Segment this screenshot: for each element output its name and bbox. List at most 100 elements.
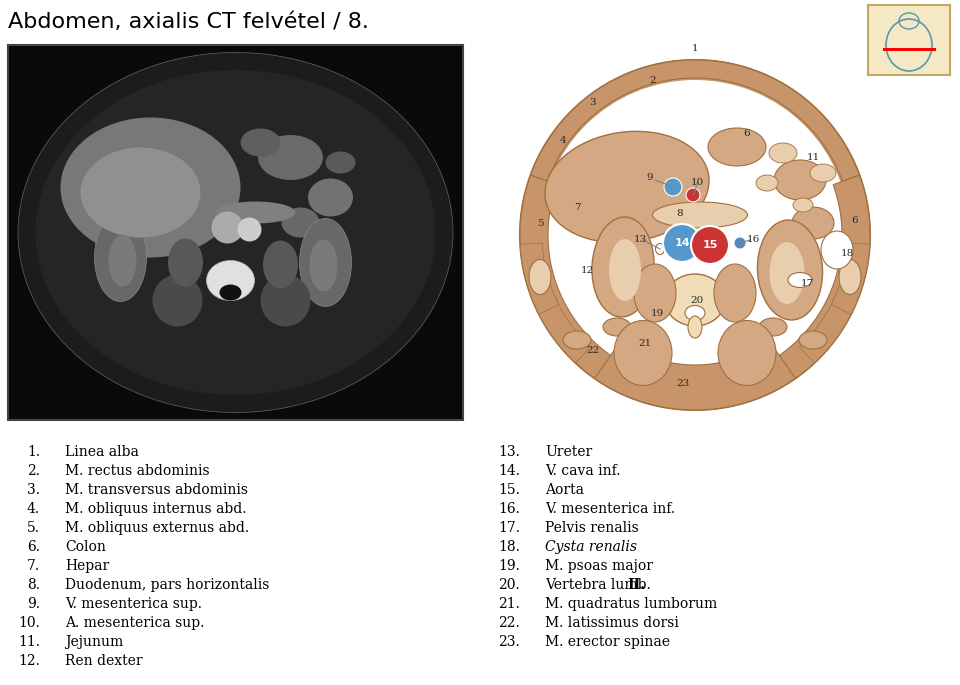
Text: 20.: 20. [498, 578, 520, 592]
Ellipse shape [810, 164, 836, 182]
Text: 12.: 12. [18, 654, 40, 668]
Circle shape [520, 60, 870, 410]
Text: 15: 15 [703, 240, 718, 250]
Text: M. transversus abdominis: M. transversus abdominis [65, 483, 248, 497]
Circle shape [237, 218, 261, 242]
Circle shape [540, 80, 850, 390]
Polygon shape [745, 175, 870, 399]
Text: V. cava inf.: V. cava inf. [545, 464, 620, 478]
Ellipse shape [220, 284, 242, 301]
Text: 6.: 6. [27, 540, 40, 554]
Ellipse shape [592, 217, 654, 317]
Ellipse shape [774, 160, 826, 200]
Text: 6: 6 [852, 216, 858, 225]
Ellipse shape [81, 147, 201, 238]
Text: 6: 6 [744, 129, 751, 138]
Text: 4.: 4. [27, 502, 40, 516]
Ellipse shape [770, 242, 804, 304]
Text: 11.: 11. [18, 635, 40, 649]
Ellipse shape [788, 273, 812, 288]
Ellipse shape [609, 239, 641, 301]
Circle shape [211, 212, 244, 243]
Ellipse shape [665, 274, 725, 326]
Text: 21.: 21. [498, 597, 520, 611]
Ellipse shape [215, 201, 296, 223]
Ellipse shape [545, 132, 709, 242]
Text: 13: 13 [634, 234, 647, 243]
Ellipse shape [756, 175, 778, 191]
Ellipse shape [634, 264, 676, 322]
Text: 12: 12 [581, 266, 593, 275]
Text: Aorta: Aorta [545, 483, 584, 497]
Circle shape [663, 224, 701, 262]
Ellipse shape [206, 260, 254, 301]
Ellipse shape [18, 53, 453, 412]
Text: 23: 23 [677, 379, 689, 388]
Text: 21: 21 [638, 338, 652, 347]
Text: 14: 14 [674, 238, 690, 248]
Polygon shape [594, 342, 796, 410]
Text: V. mesenterica inf.: V. mesenterica inf. [545, 502, 675, 516]
Text: 22.: 22. [498, 616, 520, 630]
Ellipse shape [799, 331, 827, 349]
Ellipse shape [260, 275, 310, 327]
Ellipse shape [614, 321, 672, 386]
Ellipse shape [258, 135, 323, 180]
Text: 23.: 23. [498, 635, 520, 649]
Text: M. rectus abdominis: M. rectus abdominis [65, 464, 209, 478]
Text: 19.: 19. [498, 559, 520, 573]
Text: 1: 1 [692, 44, 698, 53]
Text: 2: 2 [650, 75, 657, 84]
Circle shape [691, 226, 729, 264]
Circle shape [734, 237, 746, 249]
Text: 1.: 1. [27, 445, 40, 459]
Text: 5.: 5. [27, 521, 40, 535]
Polygon shape [534, 295, 590, 363]
Text: II.: II. [627, 578, 645, 592]
Text: Linea alba: Linea alba [65, 445, 139, 459]
Text: Vertebra lumb.: Vertebra lumb. [545, 578, 655, 592]
Text: Abdomen, axialis CT felvétel / 8.: Abdomen, axialis CT felvétel / 8. [8, 12, 369, 32]
Text: M. erector spinae: M. erector spinae [545, 635, 670, 649]
Text: Jejunum: Jejunum [65, 635, 123, 649]
Text: V. mesenterica sup.: V. mesenterica sup. [65, 597, 202, 611]
Text: 10: 10 [690, 177, 704, 186]
Text: 16: 16 [746, 234, 759, 243]
Ellipse shape [793, 198, 813, 212]
Ellipse shape [168, 238, 203, 286]
Text: M. obliquus externus abd.: M. obliquus externus abd. [65, 521, 250, 535]
Text: 4: 4 [560, 136, 566, 145]
Text: 13.: 13. [498, 445, 520, 459]
Text: Colon: Colon [65, 540, 106, 554]
Ellipse shape [685, 306, 705, 321]
Ellipse shape [769, 143, 797, 163]
Ellipse shape [36, 70, 436, 395]
Text: 18.: 18. [498, 540, 520, 554]
Text: M. quadratus lumborum: M. quadratus lumborum [545, 597, 717, 611]
Text: 7.: 7. [27, 559, 40, 573]
Ellipse shape [153, 275, 203, 327]
Text: 9.: 9. [27, 597, 40, 611]
Ellipse shape [263, 240, 298, 288]
Polygon shape [831, 243, 870, 314]
Polygon shape [800, 295, 856, 363]
Text: 17.: 17. [498, 521, 520, 535]
Text: A. mesenterica sup.: A. mesenterica sup. [65, 616, 204, 630]
Ellipse shape [708, 128, 766, 166]
Text: 19: 19 [650, 308, 663, 318]
Text: 18: 18 [840, 249, 853, 258]
Bar [8, 45, 463, 420]
Ellipse shape [714, 264, 756, 322]
Text: 8: 8 [677, 208, 684, 218]
Text: Hepar: Hepar [65, 559, 109, 573]
Ellipse shape [792, 207, 834, 239]
Text: 9: 9 [647, 173, 654, 182]
Ellipse shape [653, 202, 748, 228]
Ellipse shape [839, 260, 861, 295]
Ellipse shape [757, 220, 823, 320]
Text: Ureter: Ureter [545, 445, 592, 459]
Text: 17: 17 [801, 279, 814, 288]
Circle shape [515, 55, 875, 415]
Ellipse shape [563, 331, 591, 349]
Text: 15.: 15. [498, 483, 520, 497]
